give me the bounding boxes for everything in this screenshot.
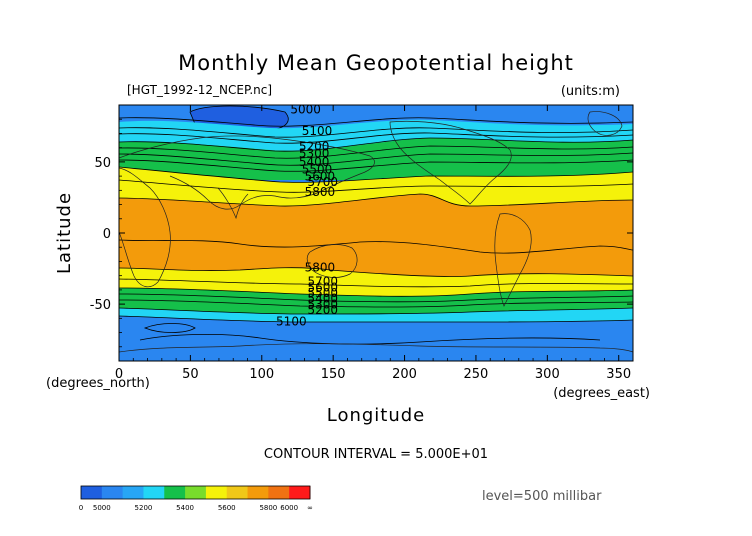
contour-label: 5800 <box>305 260 336 274</box>
colorbar-swatch <box>226 486 249 499</box>
x-tick-label: 0 <box>115 367 123 382</box>
contour-label: 5800 <box>305 185 336 199</box>
contour-lines <box>119 117 633 323</box>
colorbar-swatch <box>81 486 103 499</box>
contour-label: 5400 <box>299 155 330 169</box>
contour-label: 5600 <box>305 169 336 183</box>
colorbar <box>80 485 311 500</box>
x-tick-label: 350 <box>606 367 631 382</box>
colorbar-labels: 0 5000 5200 5400 5600 5800 6000 ∞ <box>79 504 313 512</box>
continent-south-america <box>494 213 532 307</box>
x-tick-label: 300 <box>535 367 560 382</box>
contour-label: 5200 <box>299 140 330 154</box>
contour-label: 5300 <box>299 147 330 161</box>
colorbar-swatch <box>122 486 144 499</box>
y-tick-label: 0 <box>103 227 111 242</box>
colorbar-label: 0 <box>79 504 83 512</box>
colorbar-swatch <box>289 486 311 499</box>
colorbar-label: 6000 <box>280 504 298 512</box>
continent-antarctica <box>119 343 633 353</box>
contour-interval-label: CONTOUR INTERVAL = 5.000E+01 <box>264 447 488 462</box>
colorbar-frame <box>80 485 311 500</box>
contour-label: 5500 <box>307 286 338 300</box>
colorbar-label: 5800 <box>259 504 277 512</box>
colorbar-swatch <box>205 486 228 499</box>
colorbar-swatch <box>164 486 186 499</box>
x-axis: 0 50 100 150 200 250 300 350 <box>115 105 631 382</box>
band-5450-south <box>119 288 633 314</box>
contour-label: 5100 <box>302 124 333 138</box>
chart-title: Monthly Mean Geopotential height <box>178 51 574 75</box>
x-tick-label: 50 <box>182 367 199 382</box>
level-label: level=500 millibar <box>482 489 602 504</box>
x-tick-label: 200 <box>392 367 417 382</box>
contour-label: 5100 <box>276 314 307 328</box>
contour-label: 5600 <box>307 280 338 294</box>
colorbar-swatch <box>143 486 165 499</box>
continent-australia <box>306 244 358 278</box>
continent-eurasia <box>119 135 375 210</box>
y-tick-label: 50 <box>94 156 111 171</box>
continent-africa <box>119 167 171 288</box>
continent-india <box>217 187 249 220</box>
contour-label: 5300 <box>307 297 338 311</box>
contour-label: 5700 <box>307 175 338 189</box>
continent-outlines <box>119 111 633 353</box>
contour-label-layer: 5000510052005300540055005600570058005800… <box>276 103 338 329</box>
contour-label: 5000 <box>290 103 321 117</box>
colorbar-swatch <box>247 486 269 499</box>
source-label: [HGT_1992-12_NCEP.nc] <box>127 83 272 97</box>
contour-label: 5500 <box>302 162 333 176</box>
contour-label: 5400 <box>307 292 338 306</box>
y-unit-label: (degrees_north) <box>46 376 150 391</box>
colorbar-label: 5600 <box>218 504 236 512</box>
colorbar-label: 5400 <box>176 504 194 512</box>
band-5250-south <box>119 308 633 322</box>
units-label: (units:m) <box>561 84 620 99</box>
colorbar-label: 5000 <box>93 504 111 512</box>
continent-greenland <box>587 111 623 136</box>
x-tick-label: 100 <box>249 367 274 382</box>
colorbar-label: 5200 <box>135 504 153 512</box>
colorbar-swatch <box>268 486 290 499</box>
y-axis: -50 0 50 <box>90 118 633 348</box>
contour-label: 5200 <box>307 303 338 317</box>
x-tick-label: 150 <box>321 367 346 382</box>
southern-blob-contour <box>143 323 196 333</box>
x-axis-title: Longitude <box>327 405 426 426</box>
y-axis-title: Latitude <box>54 192 75 274</box>
plot-area: 5000510052005300540055005600570058005800… <box>118 103 634 362</box>
band-5700-south <box>119 267 633 297</box>
colorbar-label: ∞ <box>307 504 313 512</box>
colorbar-swatch <box>185 486 207 499</box>
x-tick-label: 250 <box>464 367 489 382</box>
continent-north-america <box>389 120 512 205</box>
x-unit-label: (degrees_east) <box>553 386 650 401</box>
colorbar-swatch <box>101 486 124 499</box>
contour-label: 5700 <box>307 275 338 289</box>
y-tick-label: -50 <box>90 298 111 313</box>
band-above-5800 <box>119 194 633 277</box>
